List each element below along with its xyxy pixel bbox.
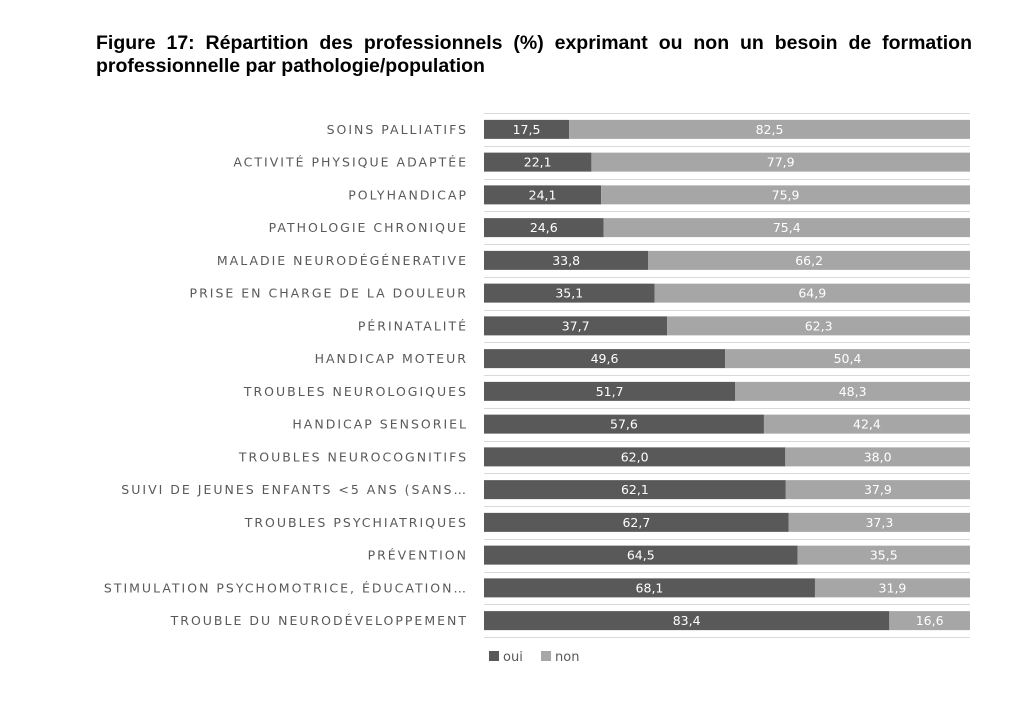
- data-label-oui: 62,7: [622, 515, 650, 530]
- data-label-non: 62,3: [805, 318, 833, 333]
- data-label-non: 31,9: [879, 580, 907, 595]
- data-label-oui: 17,5: [513, 122, 541, 137]
- category-label: HANDICAP SENSORIEL: [292, 417, 468, 432]
- bar-non: [889, 611, 970, 631]
- bar-oui: [484, 152, 592, 172]
- category-label: PRÉVENTION: [368, 548, 468, 563]
- bars: [484, 119, 970, 631]
- data-label-non: 42,4: [853, 417, 881, 432]
- bar-oui: [484, 611, 890, 631]
- category-label: HANDICAP MOTEUR: [315, 351, 468, 366]
- category-label: PRISE EN CHARGE DE LA DOULEUR: [190, 286, 468, 301]
- data-label-oui: 35,1: [555, 286, 583, 301]
- legend: oui non: [489, 650, 579, 665]
- bar-non: [788, 512, 970, 532]
- category-label: POLYHANDICAP: [348, 187, 468, 202]
- data-label-oui: 62,1: [621, 482, 649, 497]
- category-label: TROUBLE DU NEURODÉVELOPPEMENT: [170, 613, 468, 628]
- data-label-oui: 24,6: [530, 220, 558, 235]
- category-label: TROUBLES PSYCHIATRIQUES: [244, 515, 468, 530]
- bar-oui: [484, 283, 655, 303]
- bar-non: [797, 545, 970, 565]
- bar-oui: [484, 218, 604, 238]
- data-label-oui: 37,7: [562, 318, 590, 333]
- data-label-oui: 83,4: [673, 613, 701, 628]
- data-label-non: 66,2: [795, 253, 823, 268]
- bar-non: [814, 578, 970, 598]
- bar-non: [648, 250, 970, 270]
- bar-non: [785, 480, 970, 500]
- data-label-non: 38,0: [864, 449, 892, 464]
- data-label-non: 82,5: [756, 122, 784, 137]
- bar-non: [654, 283, 970, 303]
- category-label: SOINS PALLIATIFS: [327, 122, 468, 137]
- grid-lines: [484, 113, 970, 638]
- legend-label-oui: oui: [503, 650, 523, 665]
- category-label: SUIVI DE JEUNES ENFANTS <5 ANS (SANS…: [121, 482, 468, 497]
- legend-label-non: non: [555, 650, 579, 665]
- data-label-oui: 22,1: [524, 155, 552, 170]
- bar-oui: [484, 414, 764, 434]
- legend-swatch-oui: [489, 651, 499, 661]
- bar-oui: [484, 447, 786, 467]
- data-label-oui: 51,7: [596, 384, 624, 399]
- data-label-non: 37,9: [864, 482, 892, 497]
- data-label-non: 75,9: [772, 187, 800, 202]
- data-label-non: 35,5: [870, 548, 898, 563]
- category-label: STIMULATION PSYCHOMOTRICE, ÉDUCATION…: [104, 580, 468, 595]
- chart-title: Figure 17: Répartition des professionnel…: [96, 32, 972, 77]
- category-label: PÉRINATALITÉ: [358, 318, 468, 333]
- bar-non: [569, 119, 970, 139]
- bar-non: [725, 349, 970, 369]
- value-labels: 17,5 82,5 22,1 77,9 24,1 75,9 24,6 75,4 33,8 66,2…: [513, 122, 944, 628]
- data-label-non: 77,9: [767, 155, 795, 170]
- bar-oui: [484, 381, 736, 401]
- data-label-oui: 33,8: [552, 253, 580, 268]
- bar-oui: [484, 316, 668, 336]
- bar-oui: [484, 250, 649, 270]
- bar-oui: [484, 578, 815, 598]
- bar-oui: [484, 185, 602, 205]
- legend-swatch-non: [541, 651, 551, 661]
- data-label-non: 75,4: [773, 220, 801, 235]
- bar-oui: [484, 349, 726, 369]
- data-label-non: 16,6: [916, 613, 944, 628]
- bar-non: [667, 316, 970, 336]
- category-label: ACTIVITÉ PHYSIQUE ADAPTÉE: [233, 155, 468, 170]
- bar-non: [735, 381, 970, 401]
- bar-oui: [484, 480, 786, 500]
- bar-oui: [484, 512, 789, 532]
- category-label: TROUBLES NEUROCOGNITIFS: [238, 449, 468, 464]
- data-label-oui: 64,5: [627, 548, 655, 563]
- category-label: TROUBLES NEUROLOGIQUES: [243, 384, 468, 399]
- bar-non: [603, 218, 970, 238]
- category-label: MALADIE NEURODÉGÉNERATIVE: [217, 253, 468, 268]
- bar-non: [601, 185, 970, 205]
- data-label-oui: 62,0: [621, 449, 649, 464]
- bar-oui: [484, 119, 570, 139]
- category-label: PATHOLOGIE CHRONIQUE: [269, 220, 468, 235]
- category-labels: SOINS PALLIATIFS ACTIVITÉ PHYSIQUE ADAPTÉ…: [104, 122, 468, 628]
- data-label-oui: 68,1: [636, 580, 664, 595]
- data-label-oui: 57,6: [610, 417, 638, 432]
- data-label-non: 50,4: [834, 351, 862, 366]
- data-label-oui: 49,6: [591, 351, 619, 366]
- data-label-oui: 24,1: [529, 187, 557, 202]
- bar-non: [763, 414, 970, 434]
- bar-oui: [484, 545, 798, 565]
- data-label-non: 48,3: [839, 384, 867, 399]
- bar-non: [785, 447, 970, 467]
- data-label-non: 37,3: [865, 515, 893, 530]
- data-label-non: 64,9: [798, 286, 826, 301]
- bar-non: [591, 152, 970, 172]
